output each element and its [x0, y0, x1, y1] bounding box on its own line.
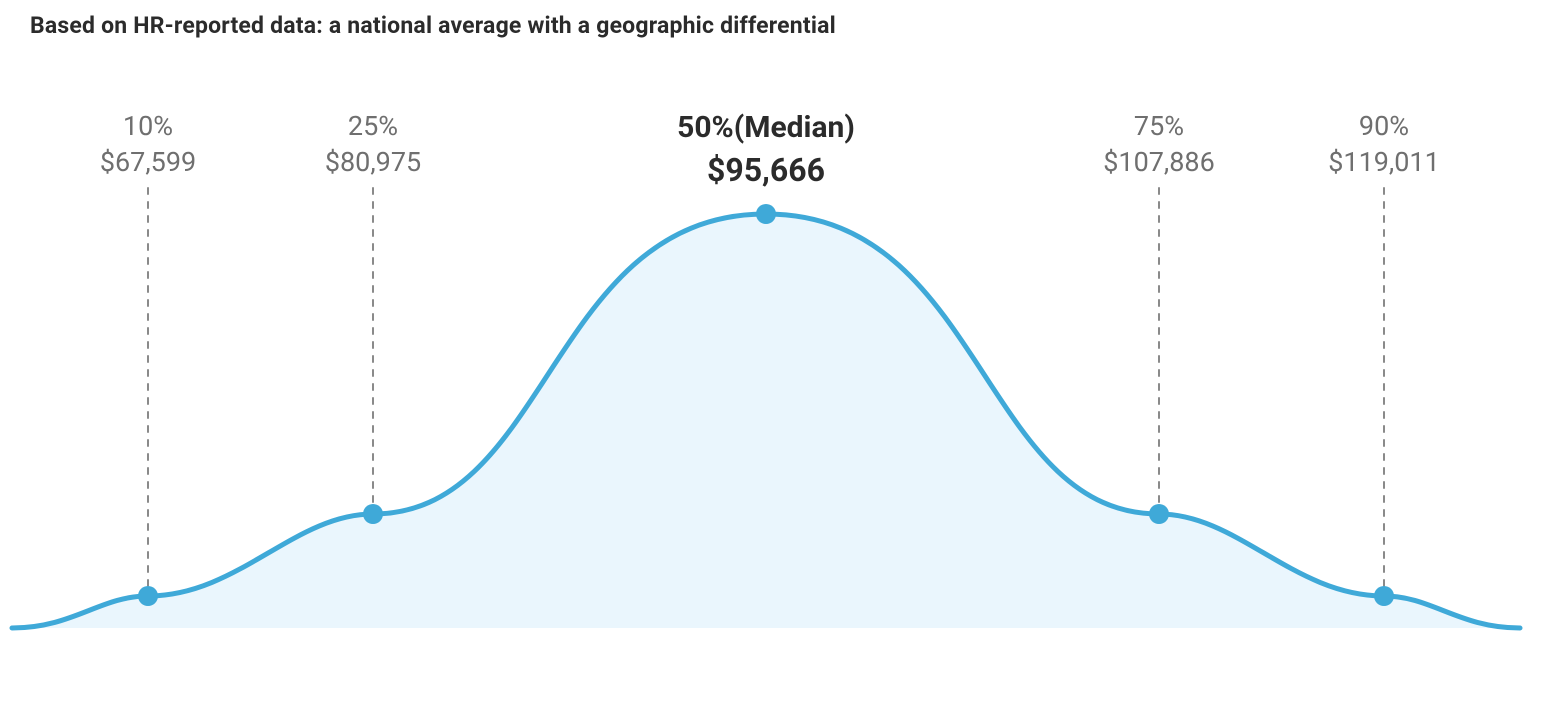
percentile-label: 25%$80,975 — [325, 108, 421, 181]
percentile-value: $119,011 — [1328, 144, 1440, 180]
percentile-marker — [138, 586, 158, 606]
percentile-pct: 75% — [1103, 108, 1215, 144]
percentile-value: $67,599 — [100, 144, 196, 180]
curve-fill — [12, 214, 1520, 628]
percentile-label: 10%$67,599 — [100, 108, 196, 181]
percentile-label: 75%$107,886 — [1103, 108, 1215, 181]
percentile-pct: 25% — [325, 108, 421, 144]
percentile-label-median: 50%(Median)$95,666 — [677, 108, 855, 192]
percentile-value: $107,886 — [1103, 144, 1215, 180]
bell-curve-svg — [0, 0, 1544, 712]
percentile-pct: 90% — [1328, 108, 1440, 144]
percentile-marker — [1149, 504, 1169, 524]
percentile-label: 90%$119,011 — [1328, 108, 1440, 181]
salary-distribution-chart: Based on HR-reported data: a national av… — [0, 0, 1544, 712]
percentile-value: $95,666 — [677, 149, 855, 192]
percentile-marker — [756, 204, 776, 224]
percentile-marker — [1374, 586, 1394, 606]
percentile-value: $80,975 — [325, 144, 421, 180]
percentile-pct: 50%(Median) — [677, 108, 855, 149]
percentile-marker — [363, 504, 383, 524]
percentile-pct: 10% — [100, 108, 196, 144]
